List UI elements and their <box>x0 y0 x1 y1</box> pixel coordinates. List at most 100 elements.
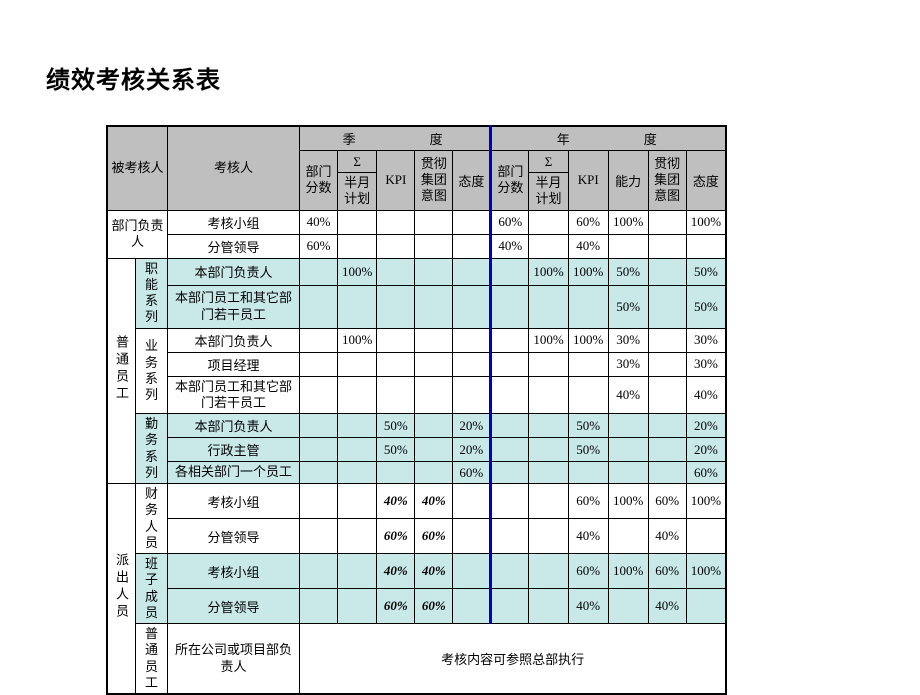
cell <box>648 234 686 258</box>
cell: 50% <box>377 438 415 462</box>
table-row: 分管领导 60% 40% 40% <box>107 234 726 258</box>
cell: 40% <box>300 210 338 234</box>
cell-assessor: 本部门负责人 <box>168 258 300 285</box>
cell-assessor: 本部门员工和其它部门若干员工 <box>168 376 300 414</box>
cell <box>491 462 529 484</box>
cell <box>529 414 568 438</box>
cell <box>491 258 529 285</box>
cell <box>686 519 726 554</box>
cell-group: 普通员工 <box>107 258 136 484</box>
cell <box>338 285 377 328</box>
cell <box>608 462 648 484</box>
cell: 100% <box>686 210 726 234</box>
cell-sub: 职能系列 <box>136 258 168 328</box>
cell <box>568 352 608 376</box>
cell-assessor: 本部门员工和其它部门若干员工 <box>168 285 300 328</box>
cell: 30% <box>608 328 648 352</box>
cell <box>529 285 568 328</box>
cell: 50% <box>608 285 648 328</box>
cell <box>415 462 453 484</box>
table-row: 分管领导 60% 60% 40% 40% <box>107 589 726 624</box>
cell <box>608 414 648 438</box>
page-title: 绩效考核关系表 <box>46 60 874 95</box>
hdr-q-sigma: Σ <box>338 151 377 173</box>
cell <box>300 589 338 624</box>
cell <box>377 234 415 258</box>
cell <box>491 352 529 376</box>
cell: 60% <box>415 589 453 624</box>
cell <box>377 210 415 234</box>
table-row: 行政主管 50% 20% 50% 20% <box>107 438 726 462</box>
cell: 40% <box>608 376 648 414</box>
cell <box>491 414 529 438</box>
cell <box>377 328 415 352</box>
cell: 20% <box>686 438 726 462</box>
cell <box>529 519 568 554</box>
cell <box>568 376 608 414</box>
cell <box>338 554 377 589</box>
hdr-y-att: 态度 <box>686 151 726 211</box>
cell <box>338 210 377 234</box>
hdr-q-gi: 贯彻集团意图 <box>415 151 453 211</box>
cell <box>338 519 377 554</box>
cell: 100% <box>529 328 568 352</box>
cell: 40% <box>377 484 415 519</box>
cell <box>648 210 686 234</box>
cell <box>415 376 453 414</box>
cell: 60% <box>568 210 608 234</box>
cell <box>491 285 529 328</box>
cell: 100% <box>686 484 726 519</box>
cell: 60% <box>300 234 338 258</box>
cell <box>415 285 453 328</box>
cell: 100% <box>608 554 648 589</box>
cell <box>491 484 529 519</box>
table-row: 项目经理 30% 30% <box>107 352 726 376</box>
cell: 60% <box>377 589 415 624</box>
cell <box>608 234 648 258</box>
cell <box>529 589 568 624</box>
cell <box>300 438 338 462</box>
cell <box>453 258 491 285</box>
cell-sub: 勤务系列 <box>136 414 168 484</box>
cell <box>648 462 686 484</box>
cell <box>300 285 338 328</box>
cell <box>377 352 415 376</box>
table-row: 部门负责人 考核小组 40% 60% 60% 100% 100% <box>107 210 726 234</box>
cell: 100% <box>338 258 377 285</box>
cell <box>648 414 686 438</box>
cell-sub: 普通员工 <box>136 624 168 695</box>
cell: 60% <box>648 554 686 589</box>
table-row: 分管领导 60% 60% 40% 40% <box>107 519 726 554</box>
cell <box>529 484 568 519</box>
cell: 20% <box>453 414 491 438</box>
cell <box>529 352 568 376</box>
cell: 30% <box>608 352 648 376</box>
hdr-y-ab: 能力 <box>608 151 648 211</box>
hdr-year: 年 度 <box>491 126 726 151</box>
cell <box>453 484 491 519</box>
cell <box>529 376 568 414</box>
cell-assessor: 行政主管 <box>168 438 300 462</box>
cell <box>648 438 686 462</box>
hdr-y-kpi: KPI <box>568 151 608 211</box>
cell: 100% <box>338 328 377 352</box>
hdr-q-att: 态度 <box>453 151 491 211</box>
cell-sub: 业务系列 <box>136 328 168 414</box>
cell <box>491 328 529 352</box>
table-row: 本部门员工和其它部门若干员工 40% 40% <box>107 376 726 414</box>
cell-assessor: 各相关部门一个员工 <box>168 462 300 484</box>
table-row: 业务系列 本部门负责人 100% 100% 100% 30% 30% <box>107 328 726 352</box>
cell: 100% <box>608 484 648 519</box>
cell <box>686 234 726 258</box>
cell <box>300 376 338 414</box>
cell <box>453 352 491 376</box>
cell: 60% <box>686 462 726 484</box>
cell: 100% <box>568 258 608 285</box>
cell <box>300 414 338 438</box>
hdr-q-kpi: KPI <box>377 151 415 211</box>
cell <box>529 210 568 234</box>
cell: 50% <box>568 438 608 462</box>
cell <box>300 352 338 376</box>
table-row: 本部门员工和其它部门若干员工 50% 50% <box>107 285 726 328</box>
cell <box>415 414 453 438</box>
